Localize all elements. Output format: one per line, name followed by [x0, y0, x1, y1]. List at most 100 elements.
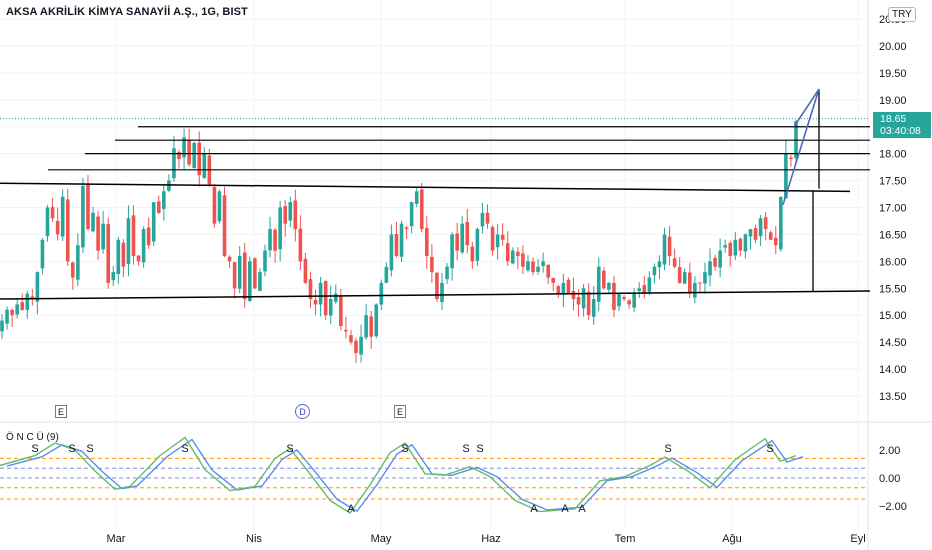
candle-body [637, 288, 642, 292]
candle-body [682, 272, 687, 284]
candle-body [76, 245, 80, 280]
indicator-title[interactable]: Ö N C Ü (9) [6, 432, 59, 443]
candle-body [298, 228, 303, 262]
candle-body [510, 250, 515, 264]
candle-body [268, 229, 272, 251]
sell-signal-marker: S [68, 443, 75, 455]
candle-body [490, 226, 495, 251]
candle-body [258, 272, 262, 291]
candle-body [263, 250, 267, 272]
earnings-event-marker[interactable]: E [55, 405, 67, 418]
candle-body [768, 232, 773, 240]
candle-body [389, 234, 394, 271]
candle-body [192, 142, 196, 169]
candle-body [622, 297, 626, 300]
currency-badge[interactable]: TRY [888, 7, 916, 22]
candle-body [333, 293, 338, 302]
candle-body [172, 148, 176, 179]
candle-body [339, 296, 343, 326]
oscillator-pane: 2.000.00−2.00S S S S SAS S SA A AS S [0, 436, 907, 515]
time-tick-label: Nis [246, 533, 262, 545]
earnings-event-marker[interactable]: E [394, 405, 406, 418]
candle-body [374, 304, 379, 337]
price-tick-label: 19.50 [879, 68, 907, 80]
oscillator-tick-label: 2.00 [879, 445, 900, 457]
candle-body [283, 206, 288, 224]
candle-body [202, 153, 207, 179]
candle-body [91, 212, 95, 232]
candle-body [318, 282, 323, 305]
candle-body [546, 264, 550, 278]
candle-body [586, 291, 591, 316]
candle-body [713, 257, 717, 267]
candle-body [71, 262, 75, 278]
candle-body [409, 202, 414, 227]
price-tick-label: 14.50 [879, 337, 907, 349]
candle-body [571, 290, 576, 300]
candle-body [156, 201, 161, 213]
candle-body [0, 320, 4, 332]
candle-body [672, 258, 677, 267]
candle-body [789, 157, 793, 160]
candlestick-series [0, 118, 868, 363]
candle-body [50, 207, 55, 219]
candle-body [495, 234, 500, 248]
candle-body [521, 253, 525, 267]
candle-body [45, 207, 50, 237]
candle-body [677, 267, 682, 283]
candle-body [20, 302, 25, 310]
candle-body [607, 282, 611, 290]
candle-body [253, 258, 257, 289]
candle-body [581, 288, 586, 309]
candle-body [399, 223, 404, 257]
candle-body [96, 216, 100, 251]
candle-body [763, 217, 768, 230]
sell-signal-marker: S [286, 443, 293, 455]
candle-body [359, 336, 363, 355]
candle-body [602, 270, 606, 289]
candle-body [136, 255, 141, 262]
support-trendline [0, 290, 871, 300]
candle-body [10, 309, 14, 316]
candle-body [35, 272, 40, 302]
candle-body [151, 202, 156, 242]
wedge-line [793, 88, 820, 128]
candle-body [642, 285, 647, 294]
candle-body [197, 142, 202, 176]
candle-body [15, 304, 19, 315]
trendline-drawings[interactable] [0, 88, 871, 300]
candle-body [364, 315, 368, 338]
price-tick-label: 13.50 [879, 391, 907, 403]
candle-body [217, 191, 222, 222]
sell-signal-marker: S [476, 443, 483, 455]
candle-body [288, 202, 293, 221]
candle-body [30, 296, 35, 300]
time-axis[interactable]: Mar Nis May Haz Tem Ağu Eyl [107, 533, 866, 545]
candle-body [460, 223, 465, 253]
buy-signal-marker: A [530, 503, 538, 515]
price-tick-label: 15.00 [879, 310, 907, 322]
candle-body [779, 196, 783, 250]
candle-body [25, 293, 30, 310]
candle-body [617, 293, 621, 307]
candle-body [662, 234, 667, 265]
candle-body [86, 183, 90, 230]
dividend-event-marker[interactable]: D [295, 404, 310, 419]
candle-body [531, 261, 535, 273]
candle-body [435, 272, 439, 300]
wedge-line [782, 88, 820, 206]
candle-body [207, 155, 212, 186]
candle-body [703, 272, 707, 284]
candle-body [414, 191, 419, 204]
candle-body [632, 293, 636, 308]
candle-body [723, 245, 727, 248]
candle-body [708, 261, 712, 276]
candle-body [541, 261, 545, 267]
buy-signal-marker: A [578, 503, 586, 515]
candle-body [308, 279, 313, 300]
time-tick-label: Mar [107, 533, 126, 545]
price-axis[interactable]: 13.50 14.00 14.50 15.00 15.50 16.00 16.50 17.00… [879, 14, 907, 403]
candle-body [227, 256, 232, 262]
candle-body [591, 299, 596, 317]
